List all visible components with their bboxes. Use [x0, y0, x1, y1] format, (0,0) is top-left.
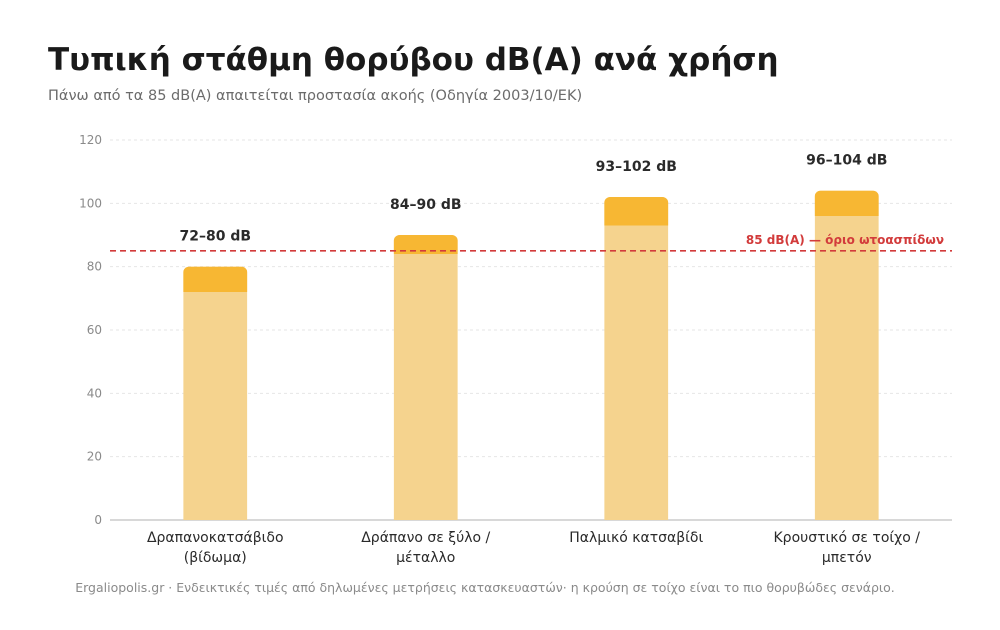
- bar-group: [393, 235, 458, 520]
- page-title: Τυπική στάθμη θορύβου dB(A) ανά χρήση: [48, 42, 779, 78]
- category-label: μπετόν: [822, 550, 872, 566]
- data-label: 96–104 dB: [806, 153, 887, 169]
- bar-min: [393, 235, 458, 520]
- labels: 72–80 dB 84–90 dB 93–102 dB 96–104 dB: [179, 153, 887, 245]
- threshold: 85 dB(A) — όριο ωτοασπίδων: [110, 233, 952, 252]
- y-tick-label: 60: [87, 323, 102, 337]
- bar-range: [183, 266, 248, 292]
- y-tick-label: 80: [87, 260, 102, 274]
- y-tick-label: 40: [87, 386, 102, 400]
- category-label: (βίδωμα): [184, 550, 247, 566]
- y-tick-label: 120: [79, 133, 102, 147]
- y-tick-label: 20: [87, 450, 102, 464]
- data-label: 84–90 dB: [390, 197, 462, 213]
- bar-group: [814, 190, 879, 520]
- threshold-label: 85 dB(A) — όριο ωτοασπίδων: [746, 233, 944, 247]
- bar-min: [604, 197, 669, 520]
- bar-min: [183, 266, 248, 520]
- category-label: Κρουστικό σε τοίχο /: [774, 530, 921, 546]
- y-axis-ticks: 0 20 40 60 80 100 120: [79, 133, 102, 527]
- category-label: Δράπανο σε ξύλο /: [361, 530, 490, 546]
- page-subtitle: Πάνω από τα 85 dB(A) απαιτείται προστασί…: [48, 88, 583, 104]
- data-label: 93–102 dB: [596, 159, 677, 175]
- category-label: μέταλλο: [396, 550, 455, 566]
- gridlines: [110, 139, 952, 521]
- bar-range: [814, 190, 879, 216]
- bar-range: [393, 235, 458, 254]
- category-label: Παλμικό κατσαβίδι: [569, 530, 703, 546]
- bar-group: [183, 266, 248, 520]
- bar-group: [604, 197, 669, 520]
- bar-min: [814, 190, 879, 520]
- bars: [183, 190, 879, 520]
- y-tick-label: 100: [79, 196, 102, 210]
- y-tick-label: 0: [94, 513, 102, 527]
- category-label: Δραπανοκατσάβιδο: [147, 530, 284, 546]
- data-label: 72–80 dB: [179, 229, 251, 245]
- x-axis-categories: Δραπανοκατσάβιδο (βίδωμα) Δράπανο σε ξύλο …: [147, 530, 920, 566]
- source-footer: Ergaliopolis.gr · Ενδεικτικές τιμές από …: [75, 580, 895, 595]
- bar-range: [604, 197, 669, 226]
